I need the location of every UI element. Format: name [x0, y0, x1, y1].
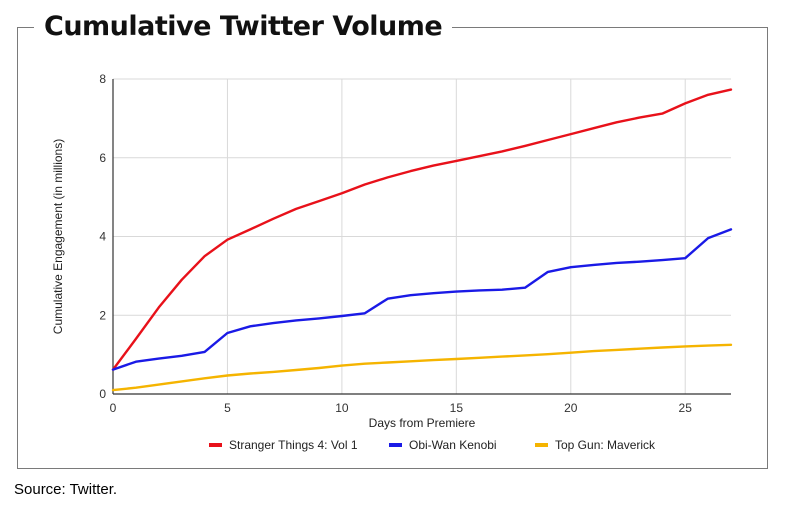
x-tick-label: 25: [679, 401, 693, 415]
legend: Stranger Things 4: Vol 1 Obi-Wan Kenobi To…: [209, 438, 656, 452]
y-tick-label: 2: [99, 308, 106, 322]
y-tick-label: 8: [99, 72, 106, 86]
y-axis-label: Cumulative Engagement (in millions): [51, 139, 65, 334]
y-tick-label: 4: [99, 230, 106, 244]
gridlines: [113, 78, 731, 394]
axes: [112, 79, 731, 395]
x-axis-label: Days from Premiere: [369, 416, 476, 430]
y-tick-label: 6: [99, 151, 106, 165]
tick-labels: 0 2 4 6 8 0 5 10 15 20 25: [99, 72, 692, 415]
chart-title: Cumulative Twitter Volume: [34, 8, 453, 46]
series-line-1: [111, 228, 733, 371]
legend-label: Obi-Wan Kenobi: [409, 438, 497, 452]
x-tick-label: 10: [335, 401, 349, 415]
y-tick-label: 0: [99, 387, 106, 401]
x-tick-label: 20: [564, 401, 578, 415]
legend-label: Stranger Things 4: Vol 1: [229, 438, 358, 452]
series-line-2: [111, 343, 733, 392]
legend-label: Top Gun: Maverick: [555, 438, 656, 452]
x-tick-label: 15: [450, 401, 464, 415]
x-tick-label: 0: [110, 401, 117, 415]
x-tick-label: 5: [224, 401, 231, 415]
series-lines: [111, 88, 733, 392]
source-note: Source: Twitter.: [14, 481, 118, 498]
series-line-0: [111, 88, 733, 371]
